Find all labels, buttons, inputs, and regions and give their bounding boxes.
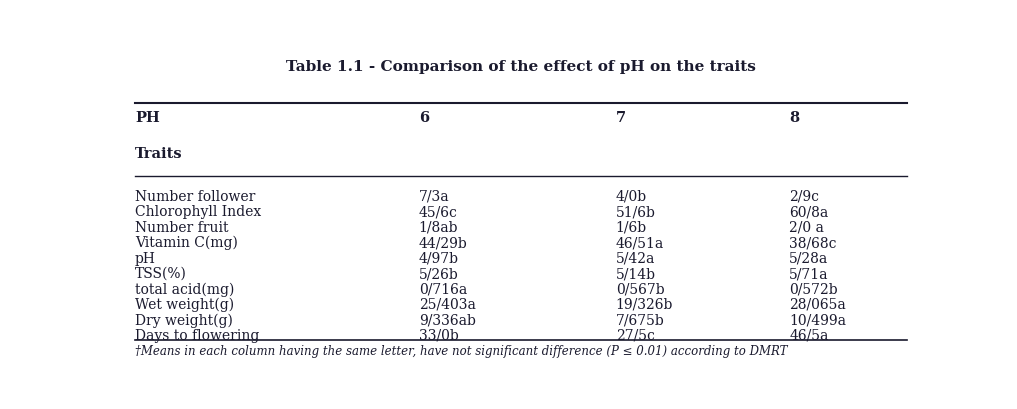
Text: 5/28a: 5/28a (789, 251, 829, 265)
Text: 44/29b: 44/29b (419, 236, 468, 249)
Text: 0/567b: 0/567b (616, 282, 664, 296)
Text: 5/14b: 5/14b (616, 266, 656, 280)
Text: 7/3a: 7/3a (419, 189, 450, 203)
Text: 46/51a: 46/51a (616, 236, 664, 249)
Text: 51/6b: 51/6b (616, 204, 656, 219)
Text: Days to flowering: Days to flowering (135, 328, 259, 342)
Text: Traits: Traits (135, 147, 183, 161)
Text: 4/0b: 4/0b (616, 189, 647, 203)
Text: total acid(mg): total acid(mg) (135, 282, 234, 296)
Text: 2/0 a: 2/0 a (789, 220, 824, 234)
Text: Table 1.1 - Comparison of the effect of pH on the traits: Table 1.1 - Comparison of the effect of … (286, 60, 757, 74)
Text: Dry weight(g): Dry weight(g) (135, 312, 233, 327)
Text: 1/8ab: 1/8ab (419, 220, 459, 234)
Text: 9/336ab: 9/336ab (419, 312, 476, 327)
Text: 0/572b: 0/572b (789, 282, 838, 296)
Text: 38/68c: 38/68c (789, 236, 837, 249)
Text: Number follower: Number follower (135, 189, 255, 203)
Text: 1/6b: 1/6b (616, 220, 647, 234)
Text: Number fruit: Number fruit (135, 220, 229, 234)
Text: Wet weight(g): Wet weight(g) (135, 297, 234, 312)
Text: 4/97b: 4/97b (419, 251, 459, 265)
Text: †Means in each column having the same letter, have not significant difference (P: †Means in each column having the same le… (135, 344, 787, 357)
Text: 45/6c: 45/6c (419, 204, 458, 219)
Text: Chlorophyll Index: Chlorophyll Index (135, 204, 261, 219)
Text: 46/5a: 46/5a (789, 328, 829, 342)
Text: TSS(%): TSS(%) (135, 266, 187, 280)
Text: 10/499a: 10/499a (789, 312, 846, 327)
Text: 60/8a: 60/8a (789, 204, 829, 219)
Text: 5/26b: 5/26b (419, 266, 459, 280)
Text: PH: PH (135, 110, 160, 124)
Text: 27/5c: 27/5c (616, 328, 655, 342)
Text: 2/9c: 2/9c (789, 189, 819, 203)
Text: 25/403a: 25/403a (419, 297, 476, 311)
Text: 5/42a: 5/42a (616, 251, 655, 265)
Text: 33/0b: 33/0b (419, 328, 459, 342)
Text: 19/326b: 19/326b (616, 297, 673, 311)
Text: 7: 7 (616, 110, 625, 124)
Text: 8: 8 (789, 110, 799, 124)
Text: 7/675b: 7/675b (616, 312, 664, 327)
Text: 28/065a: 28/065a (789, 297, 846, 311)
Text: pH: pH (135, 251, 156, 265)
Text: Vitamin C(mg): Vitamin C(mg) (135, 236, 238, 250)
Text: 6: 6 (419, 110, 429, 124)
Text: 0/716a: 0/716a (419, 282, 467, 296)
Text: 5/71a: 5/71a (789, 266, 829, 280)
